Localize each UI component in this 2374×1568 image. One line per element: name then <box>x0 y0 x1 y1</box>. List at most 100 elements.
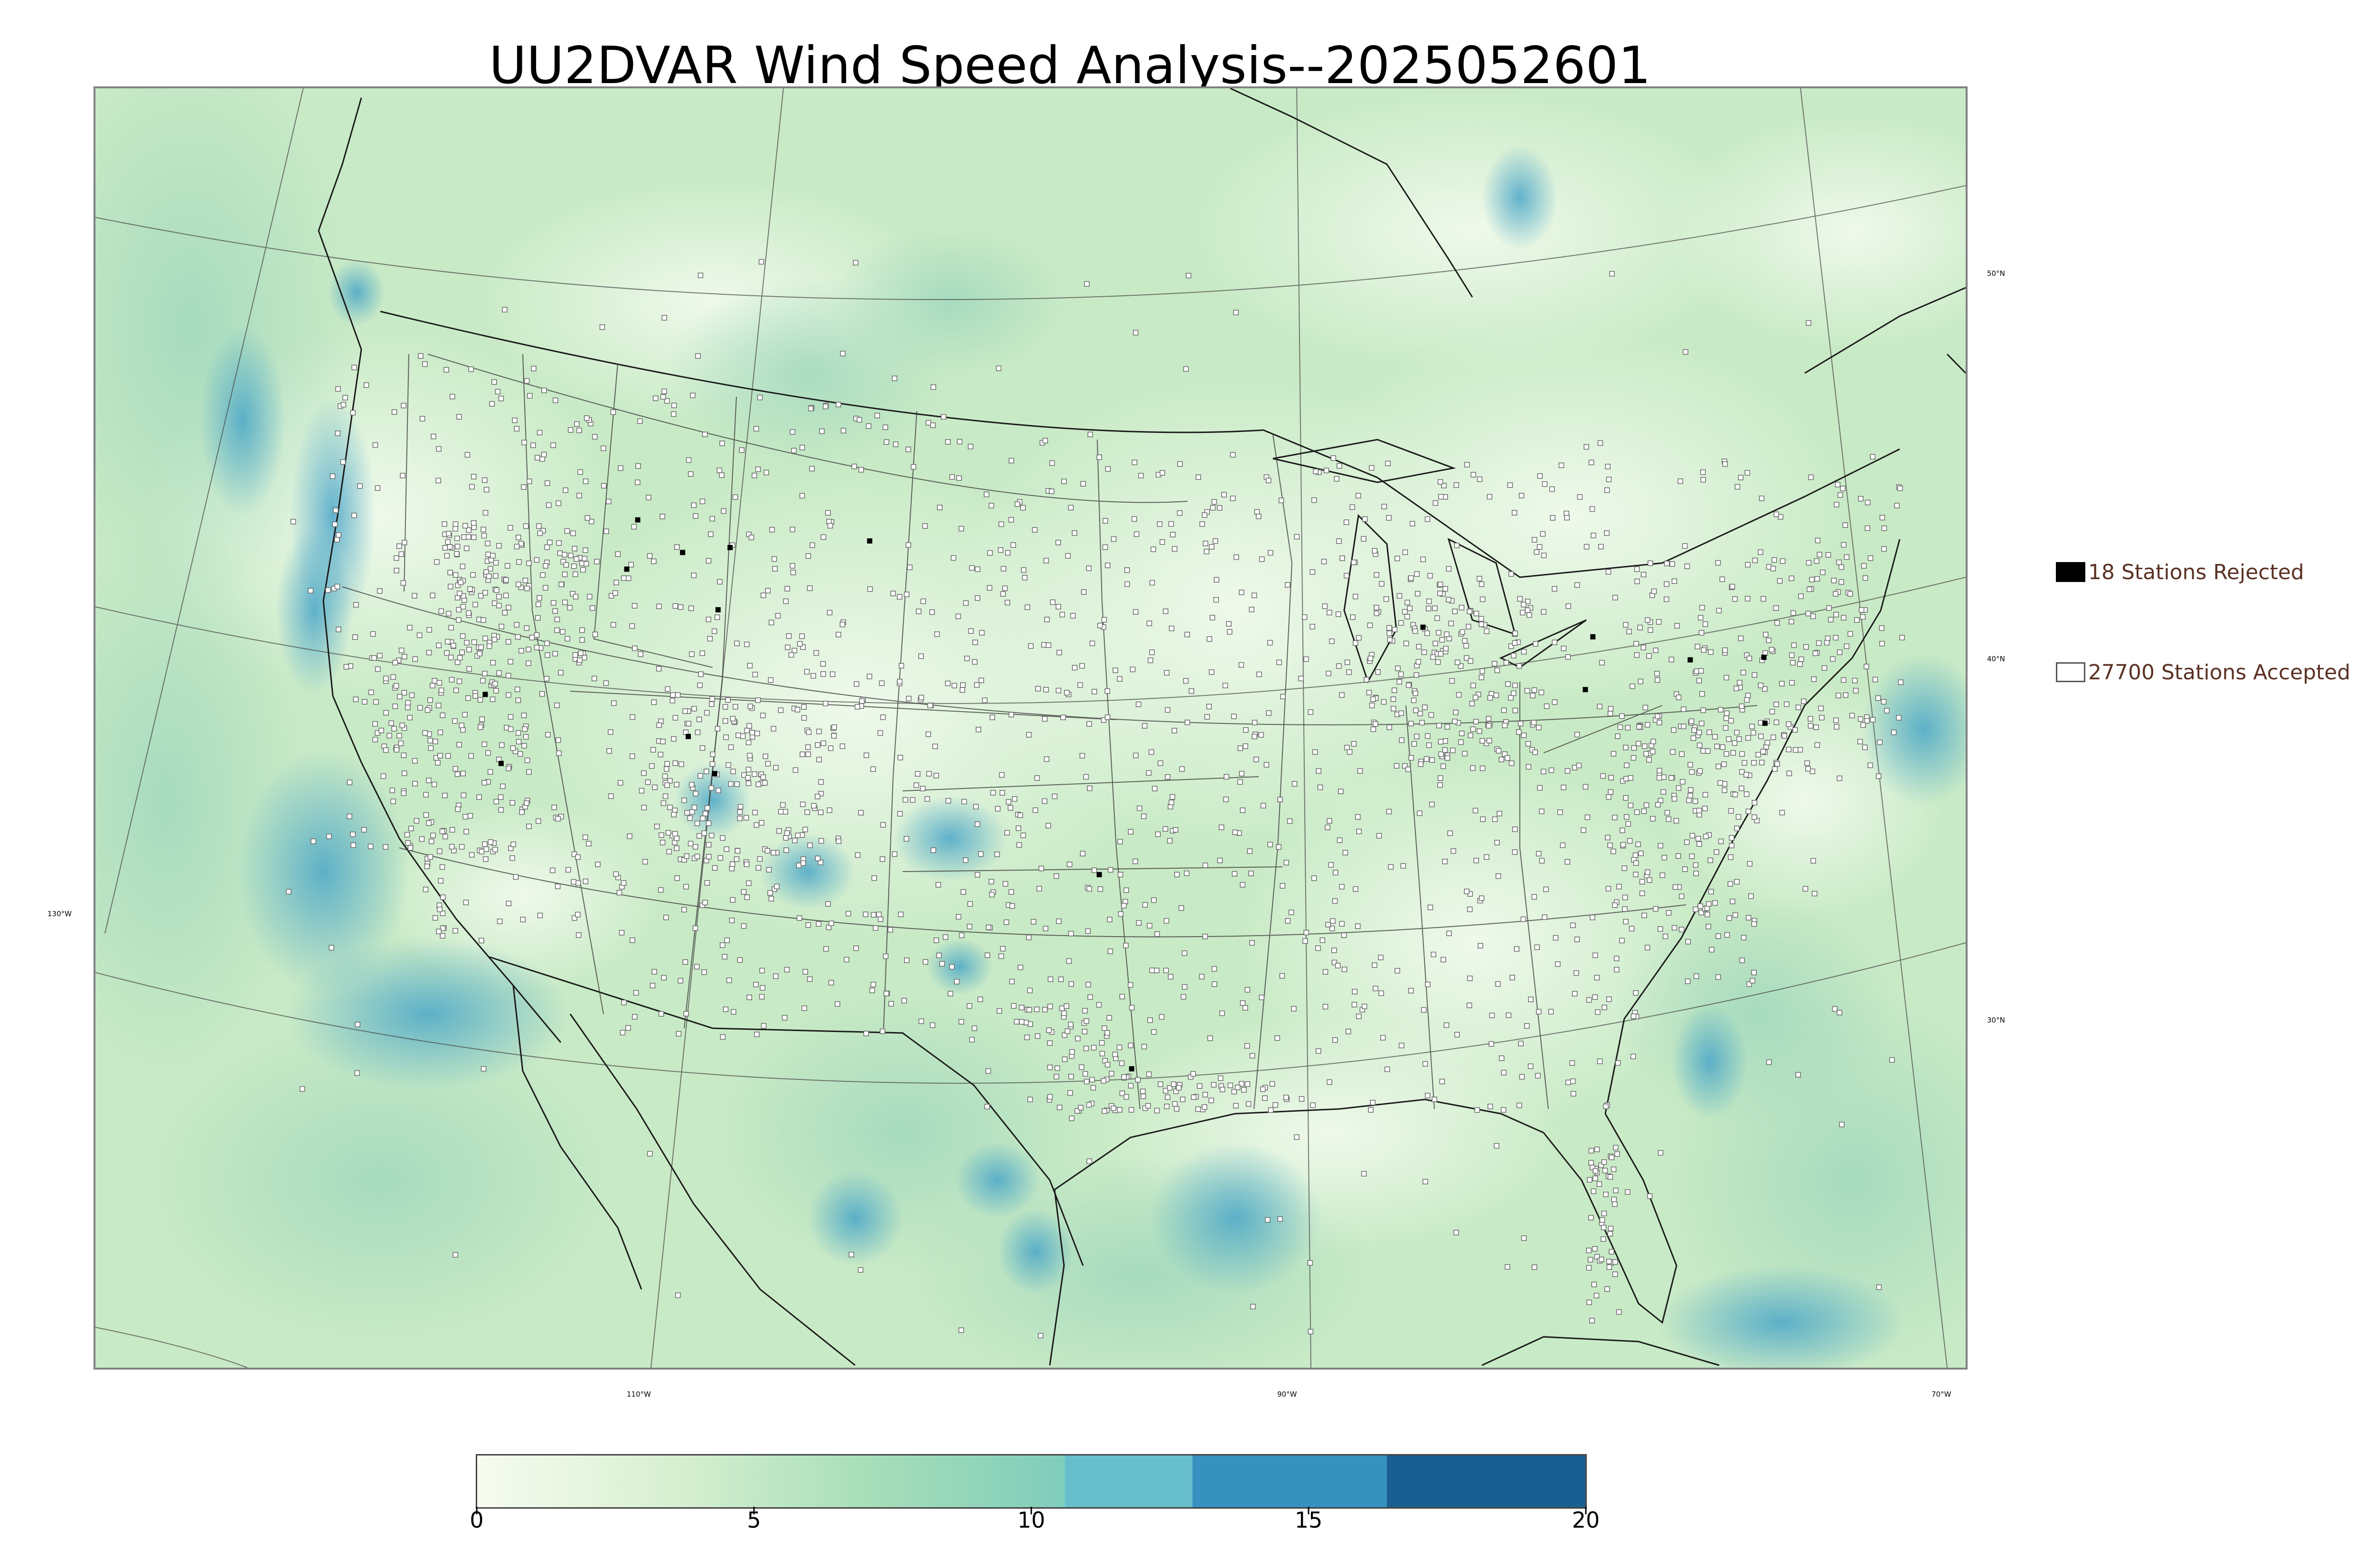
station-accepted-marker <box>1486 723 1492 729</box>
station-accepted-marker <box>752 809 758 816</box>
station-accepted-marker <box>1268 550 1273 556</box>
station-accepted-marker <box>792 767 799 773</box>
station-accepted-marker <box>1565 654 1571 660</box>
station-accepted-marker <box>1497 810 1502 817</box>
wind-speed-colorbar <box>476 1454 1587 1509</box>
map-panel[interactable] <box>94 86 1968 1370</box>
station-accepted-marker <box>388 720 394 726</box>
station-accepted-marker <box>608 793 614 799</box>
station-accepted-marker <box>1875 695 1881 701</box>
station-accepted-marker <box>524 625 530 631</box>
station-accepted-marker <box>1109 1070 1114 1077</box>
station-accepted-marker <box>1233 1103 1239 1109</box>
station-accepted-marker <box>1696 807 1702 814</box>
station-accepted-marker <box>1042 798 1047 804</box>
station-accepted-marker <box>897 811 903 817</box>
station-accepted-marker <box>422 730 428 736</box>
station-accepted-marker <box>464 640 470 646</box>
station-accepted-marker <box>1752 557 1758 563</box>
station-accepted-marker <box>848 1251 855 1258</box>
station-accepted-marker <box>1741 935 1747 940</box>
station-accepted-marker <box>1337 463 1342 469</box>
station-accepted-marker <box>444 553 450 559</box>
station-accepted-marker <box>1751 921 1757 927</box>
station-accepted-marker <box>392 660 398 666</box>
station-accepted-marker <box>426 778 432 783</box>
station-accepted-marker <box>1498 757 1505 762</box>
station-accepted-marker <box>423 886 429 892</box>
station-accepted-marker <box>1464 888 1470 894</box>
station-accepted-marker <box>671 411 677 417</box>
station-accepted-marker <box>960 687 965 693</box>
station-accepted-marker <box>1861 563 1867 569</box>
station-accepted-marker <box>757 394 763 401</box>
station-accepted-marker <box>1550 515 1556 521</box>
station-accepted-marker <box>1083 1018 1089 1024</box>
station-accepted-marker <box>1752 672 1758 678</box>
station-accepted-marker <box>1432 1097 1437 1102</box>
station-accepted-marker <box>1762 631 1769 638</box>
station-accepted-marker <box>438 608 444 614</box>
station-accepted-marker <box>1182 984 1187 990</box>
station-accepted-marker <box>1459 731 1465 736</box>
station-accepted-marker <box>1272 1102 1278 1108</box>
station-accepted-marker <box>460 604 466 610</box>
station-accepted-marker <box>1668 775 1674 781</box>
station-accepted-marker <box>1734 879 1740 885</box>
station-accepted-marker <box>744 641 750 648</box>
station-accepted-marker <box>574 421 580 427</box>
station-accepted-marker <box>1739 751 1745 757</box>
station-accepted-marker <box>570 591 575 597</box>
station-accepted-marker <box>1026 732 1032 738</box>
station-accepted-marker <box>1531 720 1537 725</box>
station-accepted-marker <box>476 794 482 800</box>
station-accepted-marker <box>1588 460 1594 465</box>
station-accepted-marker <box>424 707 431 713</box>
station-accepted-marker <box>1758 549 1763 555</box>
station-accepted-marker <box>690 393 696 398</box>
station-accepted-marker <box>1682 543 1688 549</box>
station-accepted-marker <box>1010 542 1016 548</box>
station-accepted-marker <box>1584 814 1591 820</box>
station-accepted-marker <box>460 563 466 569</box>
station-rejected-marker <box>680 550 686 555</box>
station-accepted-marker <box>760 985 765 991</box>
station-accepted-marker <box>1745 562 1751 568</box>
station-accepted-marker <box>479 938 484 944</box>
station-accepted-marker <box>1604 1286 1610 1292</box>
station-accepted-marker <box>1141 813 1147 819</box>
station-accepted-marker <box>1705 924 1711 930</box>
station-accepted-marker <box>1145 1103 1151 1109</box>
station-accepted-marker <box>1860 614 1866 620</box>
station-accepted-marker <box>1678 893 1685 899</box>
station-accepted-marker <box>1162 826 1168 832</box>
station-accepted-marker <box>1524 1023 1530 1029</box>
station-accepted-marker <box>1769 709 1775 714</box>
station-accepted-marker <box>1698 630 1705 636</box>
station-accepted-marker <box>866 423 872 429</box>
station-accepted-marker <box>914 782 919 788</box>
station-accepted-marker <box>1452 609 1458 614</box>
station-accepted-marker <box>1283 860 1289 865</box>
station-accepted-marker <box>638 651 643 657</box>
station-accepted-marker <box>1600 773 1606 779</box>
station-accepted-marker <box>1036 886 1042 892</box>
station-accepted-marker <box>816 729 822 734</box>
station-accepted-marker <box>906 695 912 702</box>
station-accepted-marker <box>755 781 761 787</box>
station-accepted-marker <box>1331 959 1338 966</box>
station-accepted-marker <box>1898 679 1904 685</box>
station-accepted-marker <box>520 917 526 922</box>
station-accepted-marker <box>960 682 966 688</box>
station-accepted-marker <box>1154 1108 1160 1114</box>
station-accepted-marker <box>1557 809 1563 815</box>
station-accepted-marker <box>951 555 957 561</box>
station-accepted-marker <box>1326 670 1331 676</box>
station-accepted-marker <box>454 771 461 777</box>
station-accepted-marker <box>1818 705 1824 711</box>
station-accepted-marker <box>1008 712 1014 718</box>
station-accepted-marker <box>1463 643 1469 649</box>
station-accepted-marker <box>1446 566 1452 572</box>
station-accepted-marker <box>930 1022 935 1028</box>
station-accepted-marker <box>546 502 552 508</box>
